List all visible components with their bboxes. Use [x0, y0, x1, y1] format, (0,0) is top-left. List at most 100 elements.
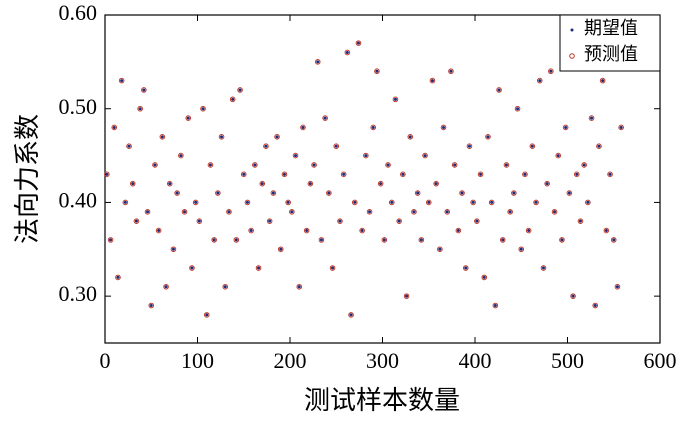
point — [401, 172, 405, 176]
y-tick-label: 0.50 — [59, 94, 98, 119]
point — [477, 171, 484, 178]
point — [292, 152, 299, 159]
point — [511, 190, 517, 196]
point — [514, 105, 521, 112]
point — [231, 97, 235, 101]
point — [382, 238, 386, 242]
point — [403, 293, 410, 299]
point — [303, 227, 310, 234]
point — [216, 191, 220, 195]
point — [374, 68, 380, 75]
point — [429, 77, 436, 84]
point — [322, 115, 328, 121]
point — [573, 171, 580, 178]
point — [207, 162, 214, 168]
point — [418, 237, 425, 243]
point — [227, 210, 231, 214]
legend-box — [559, 14, 661, 72]
point — [134, 219, 138, 223]
point — [319, 238, 323, 242]
point — [233, 237, 240, 243]
point — [411, 209, 417, 215]
point — [466, 143, 473, 149]
point — [455, 227, 462, 234]
point — [160, 135, 164, 139]
legend-marker — [570, 28, 574, 32]
point — [300, 124, 306, 131]
point — [220, 135, 224, 139]
point — [544, 180, 550, 187]
y-tick-label: 0.30 — [59, 281, 98, 306]
point — [281, 171, 288, 178]
point — [566, 190, 573, 196]
point — [159, 134, 166, 140]
point — [138, 107, 142, 111]
point — [257, 266, 261, 270]
point — [437, 246, 443, 253]
point — [527, 229, 531, 233]
point — [153, 163, 157, 167]
point — [419, 238, 423, 242]
point — [368, 210, 372, 214]
point — [131, 182, 135, 186]
point — [327, 191, 331, 195]
point — [488, 199, 495, 206]
point — [305, 229, 309, 233]
point — [448, 68, 454, 75]
point — [364, 154, 368, 158]
point — [359, 227, 365, 234]
point — [223, 285, 227, 289]
point — [519, 247, 523, 251]
point — [578, 219, 582, 223]
point — [536, 77, 543, 84]
point — [253, 163, 257, 167]
point — [597, 144, 601, 148]
point — [430, 79, 434, 83]
y-axis-label: 法向力系数 — [13, 114, 42, 244]
point — [525, 227, 532, 234]
point — [137, 105, 143, 112]
point — [497, 88, 501, 92]
point — [388, 199, 395, 206]
point — [607, 171, 613, 178]
point — [612, 238, 616, 242]
point — [333, 143, 340, 149]
point — [308, 182, 312, 186]
point — [175, 191, 179, 195]
point — [248, 227, 254, 234]
point — [270, 190, 277, 196]
point — [242, 172, 246, 176]
point — [271, 191, 275, 195]
point — [471, 200, 475, 204]
point — [344, 49, 351, 56]
point — [375, 69, 379, 73]
point — [183, 210, 187, 214]
point — [381, 237, 388, 243]
point — [149, 304, 153, 308]
point — [146, 210, 150, 214]
point — [212, 238, 216, 242]
point — [249, 229, 253, 233]
point — [116, 275, 120, 279]
point — [577, 218, 584, 224]
point — [200, 105, 206, 112]
point — [259, 180, 266, 187]
point — [433, 180, 439, 187]
point — [614, 283, 621, 290]
point — [407, 134, 414, 140]
point — [604, 229, 608, 233]
point — [555, 152, 562, 159]
y-tick-label: 0.40 — [59, 187, 98, 212]
point — [264, 144, 268, 148]
point — [386, 163, 390, 167]
point — [512, 191, 516, 195]
x-tick-label: 0 — [100, 348, 111, 373]
point — [496, 87, 502, 93]
x-axis-label: 测试样本数量 — [304, 386, 460, 415]
point — [442, 125, 446, 129]
x-tick-label: 600 — [644, 348, 677, 373]
point — [385, 162, 391, 168]
point — [445, 210, 449, 214]
point — [534, 200, 538, 204]
point — [503, 162, 510, 168]
